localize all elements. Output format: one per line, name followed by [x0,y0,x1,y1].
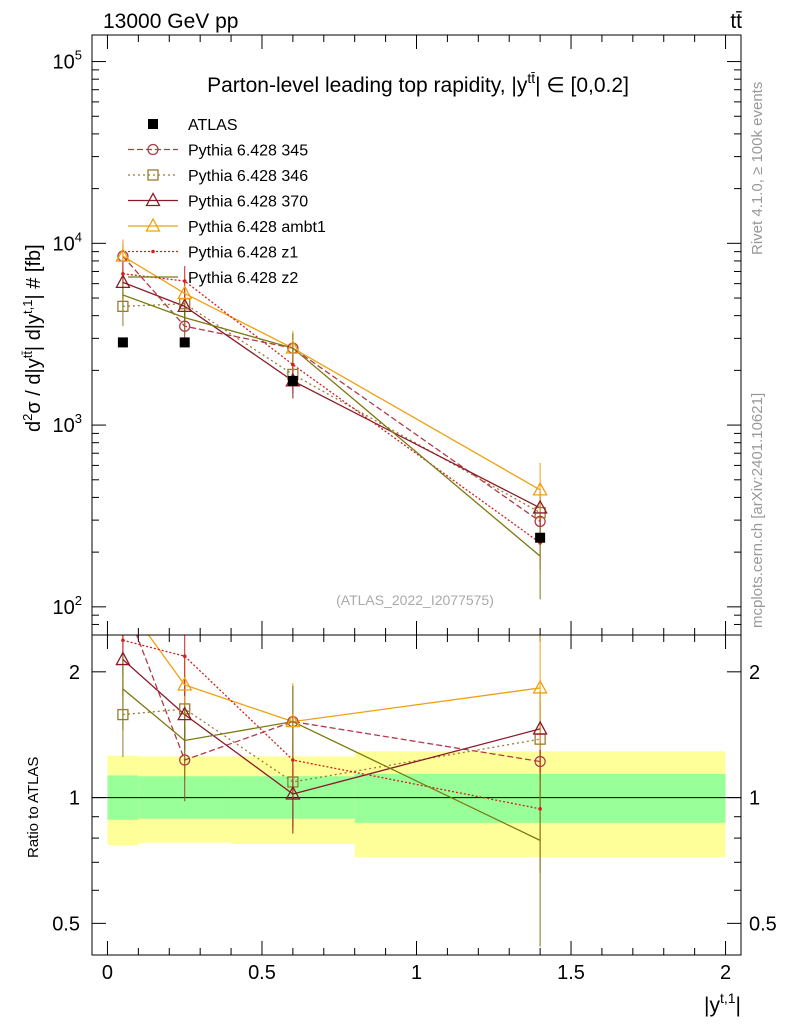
main-markers [115,247,548,545]
legend-marker [145,217,161,232]
ratio-marker [532,720,548,735]
series-line [122,255,541,491]
ratio-marker [532,679,548,694]
y-tick-label: 102 [53,593,82,619]
series-marker [177,297,193,313]
ratio-y-tick-label-right: 0.5 [749,913,777,935]
series-marker [285,339,301,354]
x-tick-label: 2 [720,962,731,984]
legend-marker [147,169,159,181]
ratio-series-line [122,688,541,841]
legend-entry: Pythia 6.428 z2 [128,270,298,287]
legend: ATLAS Pythia 6.428 345 Pythia 6.428 346 Pyt… [128,117,326,287]
series-marker [121,271,125,276]
ratio-series-lines [122,635,541,841]
analysis-watermark: (ATLAS_2022_I2077575) [336,592,494,608]
energy-label: 13000 GeV pp [103,10,238,33]
main-title: Parton-level leading top rapidity, |ytt̄… [207,70,629,97]
ratio-y-tick-label-right: 1 [749,788,760,810]
x-tick-label: 0 [102,962,113,984]
ratio-marker [177,676,193,691]
series-marker [534,515,546,528]
data-point [535,532,546,543]
legend-label: Pythia 6.428 z2 [188,270,298,287]
x-axis-label: |yt,1| [704,990,741,1017]
series-marker [117,300,129,313]
legend-label: Pythia 6.428 345 [188,143,308,160]
y-tick-label: 105 [53,48,82,74]
series-marker [177,285,193,300]
series-line [122,294,541,557]
series-marker [115,273,131,288]
ratio-marker [117,708,129,721]
legend-entry: Pythia 6.428 346 [128,168,308,185]
legend-marker [151,249,155,254]
ratio-y-tick-label: 0.5 [52,913,80,935]
series-marker [291,362,295,367]
ratio-ylabel: Ratio to ATLAS [25,757,42,858]
ratio-marker [538,807,542,811]
x-tick-label: 1 [411,962,422,984]
legend-entry: ATLAS [148,117,238,134]
legend-label: ATLAS [188,117,238,134]
ratio-markers [115,638,548,811]
process-label: tt̄ [730,10,742,33]
legend-label: Pythia 6.428 346 [188,168,308,185]
legend-entry: Pythia 6.428 345 [128,143,308,160]
ratio-error-bars [122,635,541,947]
ratio-marker [121,638,125,643]
series-line [122,281,541,509]
ratio-marker [177,706,193,721]
main-panel-ticks: 102 103 104 105 [53,35,741,636]
ratio-panel-ticks: 0.5 0.5 1 1 2 2 0 0.5 1 1.5 2 [52,635,777,984]
main-series-lines [122,255,541,557]
ratio-marker [285,713,301,728]
data-point [179,337,190,348]
legend-marker [147,143,159,156]
ratio-marker [182,654,187,658]
legend-marker [145,192,161,207]
legend-label: Pythia 6.428 ambt1 [188,219,326,236]
x-tick-label: 0.5 [248,962,276,984]
ratio-series-line [122,708,541,783]
series-marker [179,320,191,332]
mcplots-label: mcplots.cern.ch [arXiv:2401.10621] [749,393,766,628]
series-line [122,303,541,514]
y-tick-label: 104 [53,229,82,255]
series-marker [115,247,131,262]
ratio-uncertainty-bands [107,751,726,858]
rivet-label: Rivet 4.1.0, ≥ 100k events [749,82,766,255]
ratio-marker [115,651,131,666]
series-line [122,255,541,522]
legend-entry: Pythia 6.428 370 [128,192,308,211]
ratio-frame [91,634,742,956]
ratio-series-line [135,635,541,763]
ratio-y-tick-label-right: 2 [749,662,760,684]
series-marker [532,481,548,496]
data-point [287,375,298,386]
main-ylabel: d2σ / d|ytt̄| d|yt,1| # [fb] [20,244,45,432]
ratio-y-tick-label: 2 [69,662,80,684]
series-marker [532,499,548,514]
x-tick-label: 1.5 [557,962,585,984]
ratio-series-line [122,659,541,795]
legend-marker [148,119,158,129]
legend-label: Pythia 6.428 z1 [188,245,298,262]
legend-entry: Pythia 6.428 ambt1 [128,217,326,236]
series-marker [182,279,187,283]
ratio-y-tick-label: 1 [69,788,80,810]
ratio-marker [291,758,295,762]
ratio-marker [179,703,191,715]
data-point [117,337,128,348]
y-tick-label: 103 [53,411,82,437]
ratio-marker [534,755,546,768]
ratio-marker [285,785,301,800]
legend-entry: Pythia 6.428 z1 [128,245,298,262]
legend-label: Pythia 6.428 370 [188,194,308,211]
ratio-marker [179,754,191,766]
ratio-series-line [147,635,541,723]
